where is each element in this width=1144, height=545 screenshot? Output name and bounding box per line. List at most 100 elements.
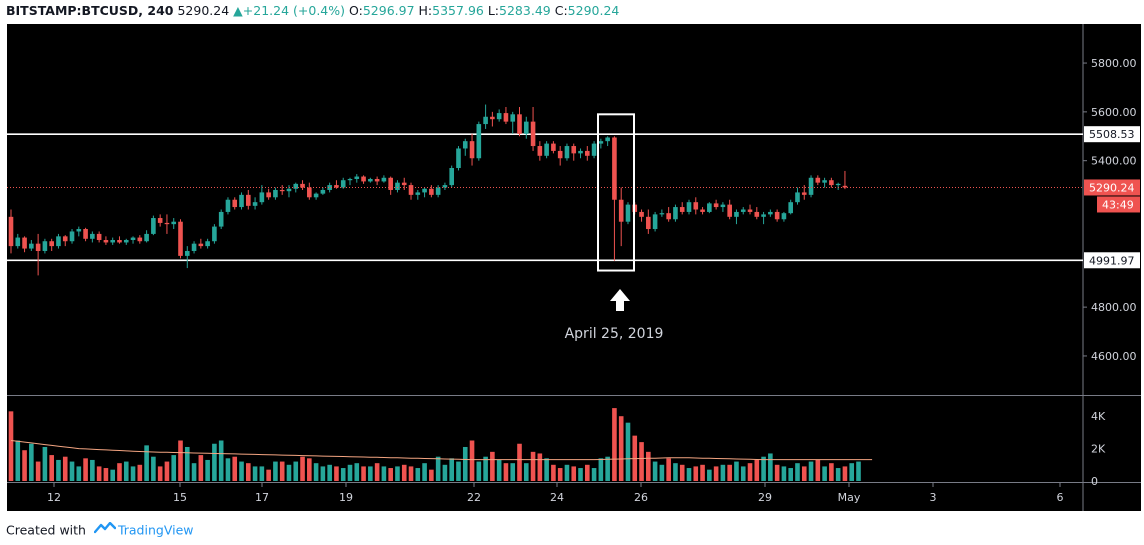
volume-bar [449, 458, 454, 481]
candle-body [761, 214, 766, 217]
volume-bar [279, 461, 285, 481]
volume-bar [191, 463, 197, 481]
level-label: 4991.97 [1089, 254, 1135, 267]
volume-bar [171, 455, 177, 481]
volume-bar [415, 468, 421, 481]
price-tick-label: 4600.00 [1091, 350, 1137, 363]
candle-body [103, 240, 109, 243]
candle-body [456, 148, 461, 169]
candle-body [334, 185, 339, 188]
volume-bar [239, 461, 244, 481]
candle-body [713, 203, 719, 208]
volume-bar [585, 464, 590, 481]
candle-body [212, 226, 217, 242]
volume-bar [503, 463, 509, 481]
volume-bar [8, 411, 14, 481]
volume-bar [286, 464, 292, 481]
last-price-label: 5290.24 [1089, 181, 1135, 194]
volume-bars [8, 408, 861, 481]
candle-body [171, 221, 177, 225]
candle-body [659, 213, 665, 215]
candle-body [300, 183, 305, 188]
volume-bar [795, 463, 800, 481]
candle-body [279, 189, 285, 192]
candle-body [564, 146, 570, 159]
candle-body [205, 241, 210, 247]
candle-body [585, 150, 590, 156]
volume-bar [456, 461, 461, 481]
volume-bar [15, 440, 21, 481]
candle-body [442, 185, 448, 188]
candle-body [530, 121, 536, 147]
tradingview-link[interactable]: TradingView [117, 522, 194, 538]
candle-body [340, 180, 346, 188]
volume-bar [429, 469, 434, 481]
volume-bar [666, 458, 671, 481]
volume-bar [707, 469, 712, 481]
volume-bar [768, 453, 773, 481]
volume-bar [232, 456, 238, 481]
candle-body [462, 141, 468, 149]
volume-bar [551, 464, 556, 481]
volume-bar [205, 459, 210, 481]
chart-background [7, 24, 1083, 511]
volume-bar [856, 461, 861, 481]
volume-bar [591, 468, 597, 481]
price-chart[interactable]: 5800.00 5600.00 5400.00 4800.00 4600.00 4K 2K… [0, 22, 1144, 516]
open-label: O: [349, 3, 363, 18]
volume-bar [517, 443, 522, 481]
volume-tick-label: 2K [1091, 443, 1106, 456]
volume-tick-label: 0 [1091, 475, 1098, 488]
candle-body [401, 182, 407, 186]
volume-bar [557, 468, 563, 481]
volume-bar [22, 450, 27, 481]
volume-bar [700, 464, 705, 481]
volume-bar [598, 458, 604, 481]
candle-body [747, 209, 753, 212]
volume-bar [164, 461, 170, 481]
candle-body [727, 204, 732, 217]
volume-bar [96, 466, 102, 481]
volume-ma-line [10, 440, 873, 461]
volume-bar [381, 466, 387, 481]
volume-bar [612, 408, 617, 481]
candle-body [35, 243, 41, 251]
candle-body [130, 237, 136, 241]
candle-body [62, 236, 68, 242]
volume-bar [788, 468, 793, 481]
volume-bar [252, 466, 258, 481]
candle-body [286, 188, 292, 192]
candle-body [259, 192, 265, 203]
candle-body [408, 185, 414, 195]
candle-body [523, 121, 529, 134]
candle-body [178, 221, 183, 256]
volume-bar [530, 451, 536, 481]
close-value: 5290.24 [567, 3, 620, 18]
candle-body [388, 177, 393, 190]
volume-bar [435, 456, 441, 481]
price-axis-ticks: 5800.00 5600.00 5400.00 4800.00 4600.00 [1083, 57, 1137, 363]
candle-body [246, 194, 251, 206]
volume-bar [110, 469, 115, 481]
arrow-up-icon [610, 289, 630, 311]
volume-bar [408, 466, 414, 481]
candle-body [686, 202, 692, 212]
change-arrow-icon: ▲ [233, 3, 243, 18]
candle-body [56, 236, 61, 247]
candle-body [707, 203, 712, 212]
candle-body [788, 202, 793, 214]
candle-body [598, 141, 604, 144]
candle-body [266, 192, 271, 198]
close-label: C: [554, 3, 568, 18]
candle-body [666, 213, 671, 220]
candle-body [90, 233, 95, 239]
volume-bar [734, 461, 739, 481]
candle-body [625, 204, 631, 222]
volume-bar [483, 456, 488, 481]
candle-body [415, 192, 421, 195]
volume-bar [307, 458, 312, 481]
volume-bar [212, 443, 217, 481]
open-value: 5296.97 [362, 3, 415, 18]
candle-body [239, 194, 244, 208]
candle-body [164, 222, 170, 225]
